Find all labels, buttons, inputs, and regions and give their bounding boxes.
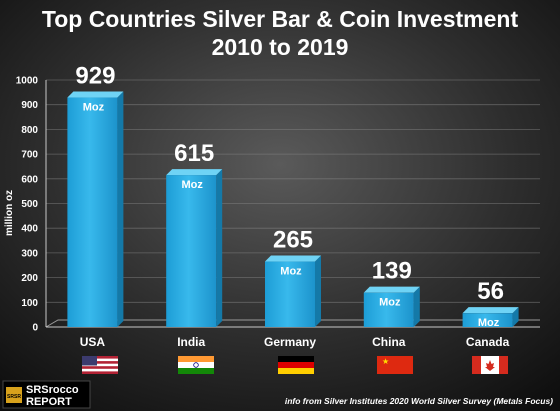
y-tick-label: 0 [32, 323, 38, 334]
y-tick-label: 700 [21, 150, 38, 161]
y-tick-label: 300 [21, 248, 38, 259]
x-category-label: Germany [264, 335, 316, 349]
svg-text:★: ★ [382, 357, 389, 366]
bar-value-label: 615 [174, 140, 214, 167]
bar-labels: 929 Moz 615 Moz 265 Moz 139 Moz 56 Moz [75, 63, 504, 330]
x-category-label: China [372, 335, 406, 349]
bar-china [363, 286, 420, 327]
y-tick-label: 200 [21, 273, 38, 284]
y-axis-ticks: 0 100 200 300 400 500 600 700 800 900 1000 [16, 76, 39, 334]
bar-value-label: 56 [477, 278, 504, 305]
bar-unit-label: Moz [182, 179, 204, 191]
china-flag-icon: ★ [377, 356, 413, 374]
x-category-label: Canada [466, 335, 510, 349]
y-tick-label: 800 [21, 125, 38, 136]
y-tick-label: 100 [21, 298, 38, 309]
bar-usa [67, 91, 124, 327]
india-flag-icon [178, 356, 214, 374]
bar-germany [265, 255, 321, 327]
x-category-label: USA [80, 335, 106, 349]
y-tick-label: 400 [21, 224, 38, 235]
y-tick-label: 900 [21, 100, 38, 111]
bars [67, 91, 519, 327]
logo-top-text: SRSrocco [26, 384, 79, 396]
bar-india [166, 169, 223, 327]
bar-unit-label: Moz [478, 317, 500, 329]
y-tick-label: 600 [21, 174, 38, 185]
svg-text:SRSR: SRSR [7, 394, 21, 400]
y-tick-label: 500 [21, 199, 38, 210]
y-axis-label: million oz [4, 190, 15, 236]
bar-value-label: 139 [372, 258, 412, 285]
x-category-label: India [177, 335, 205, 349]
bar-canada [462, 307, 519, 327]
bar-unit-label: Moz [83, 102, 105, 114]
bar-value-label: 929 [75, 63, 115, 90]
y-tick-label: 1000 [16, 76, 39, 87]
bar-unit-label: Moz [379, 297, 401, 309]
us-flag-icon [82, 356, 118, 374]
bar-value-label: 265 [273, 227, 313, 254]
x-axis-categories: USA India Germany China Canada [80, 335, 510, 349]
germany-flag-icon [278, 356, 314, 374]
srsrocco-logo: SRSR SRSrocco REPORT [2, 380, 91, 409]
chart-subtitle: 2010 to 2019 [212, 34, 349, 60]
logo-bottom-text: REPORT [26, 396, 72, 408]
source-note: info from Silver Institutes 2020 World S… [285, 396, 553, 406]
chart-title: Top Countries Silver Bar & Coin Investme… [42, 6, 519, 32]
bar-unit-label: Moz [280, 266, 302, 278]
canada-flag-icon [472, 356, 508, 374]
